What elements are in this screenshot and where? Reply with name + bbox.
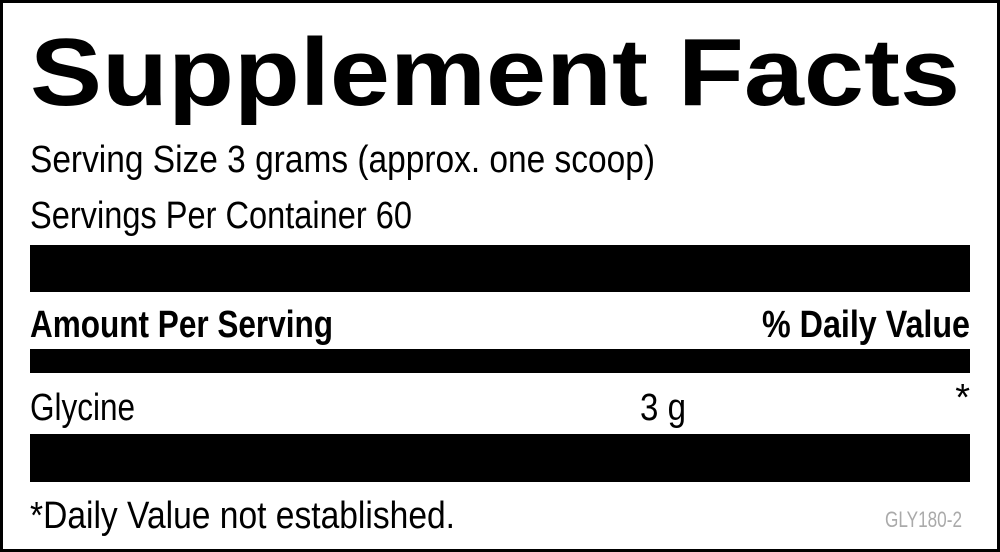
title: Supplement Facts [30, 19, 960, 126]
product-code: GLY180-2 [885, 507, 962, 532]
divider-bar [30, 245, 970, 292]
ingredient-amount: 3 g [640, 387, 686, 429]
footnote: *Daily Value not established. [30, 495, 455, 537]
ingredient-daily-value: * [955, 377, 970, 419]
divider-bar [30, 434, 970, 482]
daily-value-header: % Daily Value [762, 304, 970, 346]
servings-per-container: Servings Per Container 60 [30, 195, 412, 237]
amount-header: Amount Per Serving [30, 304, 333, 346]
ingredient-name: Glycine [30, 387, 135, 429]
serving-size: Serving Size 3 grams (approx. one scoop) [30, 139, 655, 181]
divider-bar [30, 349, 970, 373]
